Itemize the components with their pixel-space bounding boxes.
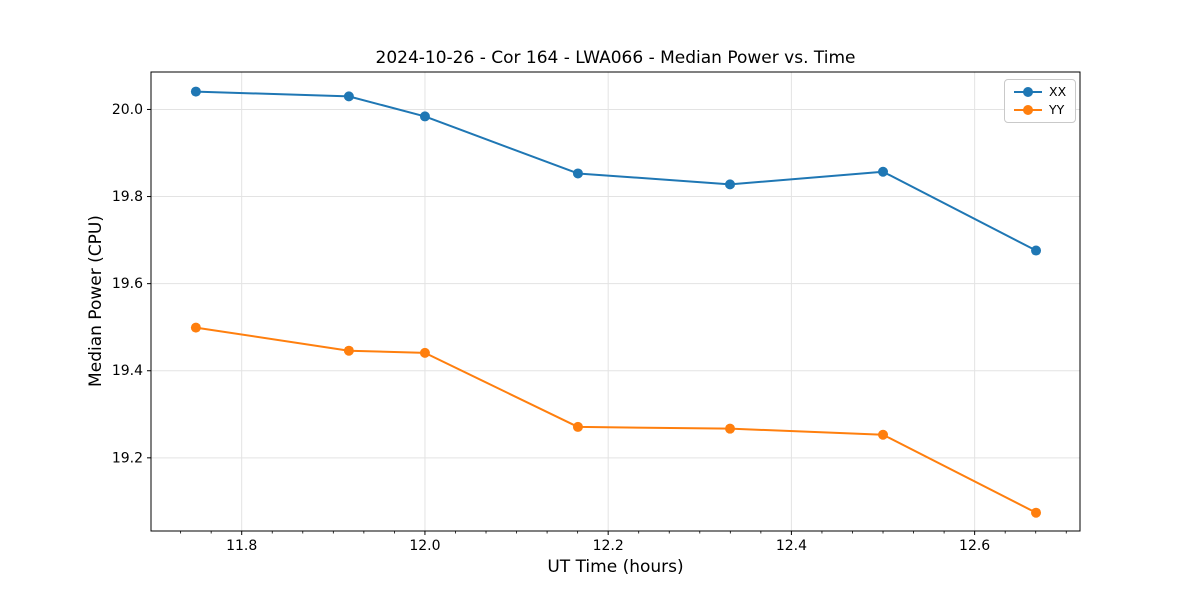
x-tick-label: 11.8 <box>226 538 257 554</box>
data-point-xx <box>878 166 889 177</box>
legend-entry-xx: XX <box>1014 84 1067 99</box>
y-tick-label: 19.6 <box>112 276 143 292</box>
plot-border <box>150 71 1081 532</box>
legend-label-yy: YY <box>1049 102 1065 117</box>
data-point-yy <box>190 322 201 333</box>
series-line-yy <box>195 326 1037 514</box>
data-point-xx <box>572 168 583 179</box>
data-point-yy <box>343 345 354 356</box>
data-point-xx <box>419 111 430 122</box>
y-tick-label: 20.0 <box>112 102 143 118</box>
legend-dot-sample <box>1023 87 1033 97</box>
data-point-yy <box>725 423 736 434</box>
x-tick-label: 12.6 <box>959 538 990 554</box>
data-point-yy <box>1031 507 1042 518</box>
gridlines <box>151 72 1080 531</box>
x-tick-label: 12.2 <box>593 538 624 554</box>
y-tick-label: 19.8 <box>112 189 143 205</box>
data-point-xx <box>343 91 354 102</box>
y-tick-label: 19.4 <box>112 363 143 379</box>
x-axis-label: UT Time (hours) <box>547 557 684 577</box>
x-axis-ticks: 11.8 12.0 12.2 12.4 12.6 <box>226 531 990 554</box>
legend-dot-sample <box>1023 105 1033 115</box>
data-point-yy <box>572 421 583 432</box>
data-point-yy <box>419 347 430 358</box>
y-axis-label: Median Power (CPU) <box>86 215 106 387</box>
x-tick-label: 12.0 <box>409 538 440 554</box>
legend-label-xx: XX <box>1049 84 1067 99</box>
legend-marker-yy-icon <box>1014 104 1042 116</box>
data-point-xx <box>190 86 201 97</box>
x-tick-label: 12.4 <box>776 538 807 554</box>
chart-title: 2024-10-26 - Cor 164 - LWA066 - Median P… <box>375 48 856 68</box>
data-point-xx <box>725 179 736 190</box>
y-tick-label: 19.2 <box>112 450 143 466</box>
y-axis-ticks: 19.2 19.4 19.6 19.8 20.0 <box>112 102 151 466</box>
legend-entry-yy: YY <box>1014 102 1066 117</box>
series-line-xx <box>195 90 1037 252</box>
legend-marker-xx-icon <box>1014 86 1042 98</box>
data-point-yy <box>878 429 889 440</box>
legend: XX YY <box>1004 79 1077 123</box>
data-point-xx <box>1031 245 1042 256</box>
